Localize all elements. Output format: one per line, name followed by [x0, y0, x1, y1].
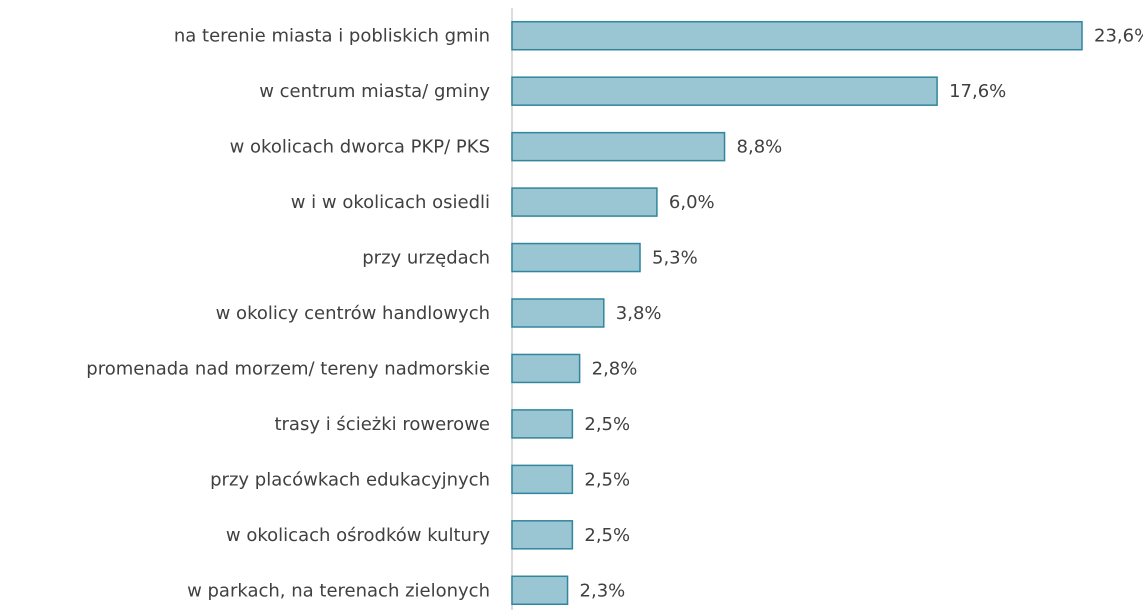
category-label: w okolicach ośrodków kultury — [226, 525, 490, 546]
category-label: promenada nad morzem/ tereny nadmorskie — [86, 358, 490, 379]
bar — [511, 131, 726, 162]
bar — [511, 575, 569, 606]
bar — [511, 298, 605, 328]
category-label: na terenie miasta i pobliskich gmin — [174, 26, 490, 47]
value-label: 5,3% — [652, 248, 698, 269]
bar — [511, 76, 938, 106]
category-label: w okolicach dworca PKP/ PKS — [230, 137, 490, 158]
category-label: przy urzędach — [362, 248, 490, 269]
category-label: w centrum miasta/ gminy — [259, 81, 490, 102]
category-label: trasy i ścieżki rowerowe — [274, 414, 490, 435]
value-label: 23,6% — [1094, 26, 1143, 47]
value-label: 3,8% — [616, 303, 662, 324]
bar — [511, 20, 1083, 51]
category-label: w okolicy centrów handlowych — [216, 303, 490, 324]
category-label: przy placówkach edukacyjnych — [210, 469, 490, 490]
value-label: 17,6% — [949, 81, 1006, 102]
value-label: 2,3% — [580, 580, 626, 601]
value-label: 2,5% — [584, 525, 630, 546]
value-label: 2,5% — [584, 414, 630, 435]
bar — [511, 353, 581, 384]
value-label: 6,0% — [669, 192, 715, 213]
bar — [511, 464, 574, 495]
category-label: w i w okolicach osiedli — [291, 192, 490, 213]
bar — [511, 520, 574, 550]
value-label: 2,8% — [592, 358, 638, 379]
category-label: w parkach, na terenach zielonych — [187, 580, 490, 601]
bar — [511, 409, 574, 439]
bar — [511, 187, 658, 217]
value-label: 2,5% — [584, 469, 630, 490]
value-label: 8,8% — [737, 137, 783, 158]
bar — [511, 242, 641, 273]
